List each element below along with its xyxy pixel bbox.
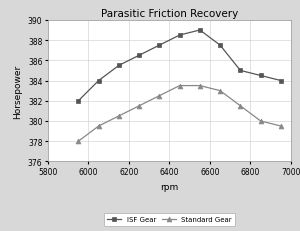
ISF Gear: [238, 70, 242, 73]
Legend: ISF Gear, Standard Gear: ISF Gear, Standard Gear: [104, 213, 235, 226]
ISF Gear: [158, 45, 161, 47]
ISF Gear: [97, 80, 101, 82]
ISF Gear: [259, 75, 262, 78]
Standard Gear: [97, 125, 101, 128]
ISF Gear: [198, 30, 202, 32]
Standard Gear: [198, 85, 202, 88]
ISF Gear: [117, 65, 121, 67]
ISF Gear: [218, 45, 222, 47]
Y-axis label: Horsepower: Horsepower: [13, 64, 22, 118]
Standard Gear: [137, 105, 141, 108]
ISF Gear: [279, 80, 283, 82]
Standard Gear: [76, 140, 80, 143]
X-axis label: rpm: rpm: [160, 182, 178, 191]
Standard Gear: [279, 125, 283, 128]
Title: Parasitic Friction Recovery: Parasitic Friction Recovery: [101, 9, 238, 19]
Standard Gear: [238, 105, 242, 108]
ISF Gear: [178, 34, 181, 37]
Line: Standard Gear: Standard Gear: [76, 84, 283, 144]
Line: ISF Gear: ISF Gear: [76, 28, 283, 104]
ISF Gear: [76, 100, 80, 103]
Standard Gear: [158, 95, 161, 98]
Standard Gear: [117, 115, 121, 118]
Standard Gear: [218, 90, 222, 93]
ISF Gear: [137, 55, 141, 57]
Standard Gear: [178, 85, 181, 88]
Standard Gear: [259, 120, 262, 123]
